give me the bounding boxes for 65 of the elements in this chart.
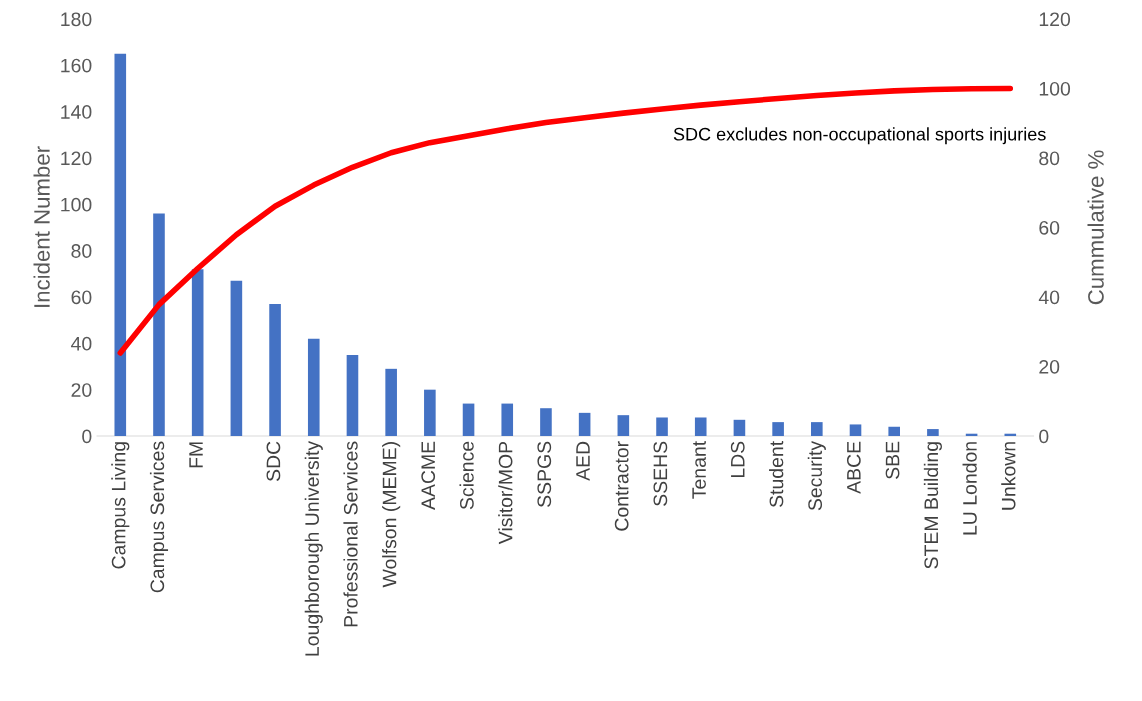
bar xyxy=(307,338,320,437)
x-tick-label: Loughborough University xyxy=(304,440,323,656)
bar xyxy=(540,408,552,437)
bar xyxy=(849,424,862,437)
y-axis-title: Incident Number xyxy=(33,146,50,307)
x-tick-label: Science xyxy=(459,441,474,510)
y2-tick-label: 100 xyxy=(1039,81,1071,96)
x-tick-label: Tenant xyxy=(692,441,706,499)
x-tick-label: Contractor xyxy=(614,441,629,531)
y-tick-label: 120 xyxy=(61,151,92,166)
y-tick-label: 140 xyxy=(61,105,92,119)
bar xyxy=(114,53,127,437)
y2-tick-label: 40 xyxy=(1038,290,1060,305)
x-tick-label: SDC xyxy=(266,441,281,482)
x-tick-label: Unkown xyxy=(1001,442,1016,510)
bar xyxy=(230,280,243,437)
y-tick-label: 60 xyxy=(71,290,92,305)
bar xyxy=(191,269,204,437)
bar xyxy=(346,354,359,437)
y2-tick-label: 120 xyxy=(1039,12,1071,27)
x-tick-label: Student xyxy=(769,441,784,508)
y2-tick-label: 80 xyxy=(1039,151,1060,166)
y-tick-label: 0 xyxy=(82,429,92,444)
x-tick-label: AACME xyxy=(421,441,436,510)
bar xyxy=(269,303,281,437)
bar xyxy=(501,403,514,437)
y2-tick-label: 0 xyxy=(1039,429,1049,444)
bar xyxy=(694,417,707,437)
y-tick-label: 160 xyxy=(61,58,92,73)
bar xyxy=(811,422,823,437)
x-tick-label: ABCE xyxy=(846,441,861,494)
y-tick-label: 100 xyxy=(61,197,92,212)
bar xyxy=(733,419,746,437)
y2-axis-title: Cummulative % xyxy=(1087,150,1104,305)
y-tick-label: 180 xyxy=(61,12,92,27)
x-tick-label: Security xyxy=(807,440,826,511)
x-tick-label: SBE xyxy=(885,441,900,479)
bar xyxy=(153,213,165,437)
y2-tick-label: 20 xyxy=(1039,359,1060,374)
y-tick-label: 80 xyxy=(71,244,92,258)
bar xyxy=(772,422,784,437)
y-tick-label: 20 xyxy=(71,383,92,397)
annotation: SDC excludes non-occupational sports injuries xyxy=(673,127,1046,145)
y-tick-label: 40 xyxy=(71,336,92,351)
x-tick-label: AED xyxy=(576,441,590,481)
x-tick-label: LU London xyxy=(962,442,977,535)
bar xyxy=(656,417,668,437)
x-tick-label: FM xyxy=(189,442,203,468)
bar xyxy=(424,389,436,437)
bar xyxy=(927,429,939,437)
bar xyxy=(462,403,475,437)
bar xyxy=(617,415,630,437)
x-tick-label: LDS xyxy=(730,441,745,478)
bar xyxy=(385,368,397,437)
x-tick-label: Campus Living xyxy=(111,442,130,569)
bar xyxy=(578,412,591,437)
y2-tick-label: 60 xyxy=(1039,220,1060,235)
bar xyxy=(888,426,901,437)
x-tick-label: STEM Building xyxy=(923,442,942,569)
x-tick-label: Professional Services xyxy=(343,441,358,627)
x-tick-label: Wolfson (MEME) xyxy=(382,442,401,588)
x-tick-label: SSPGS xyxy=(537,441,552,507)
x-tick-label: Campus Services xyxy=(149,441,169,593)
x-tick-label: Visitor/MOP xyxy=(498,441,513,545)
x-tick-label: SSEHS xyxy=(653,441,668,506)
